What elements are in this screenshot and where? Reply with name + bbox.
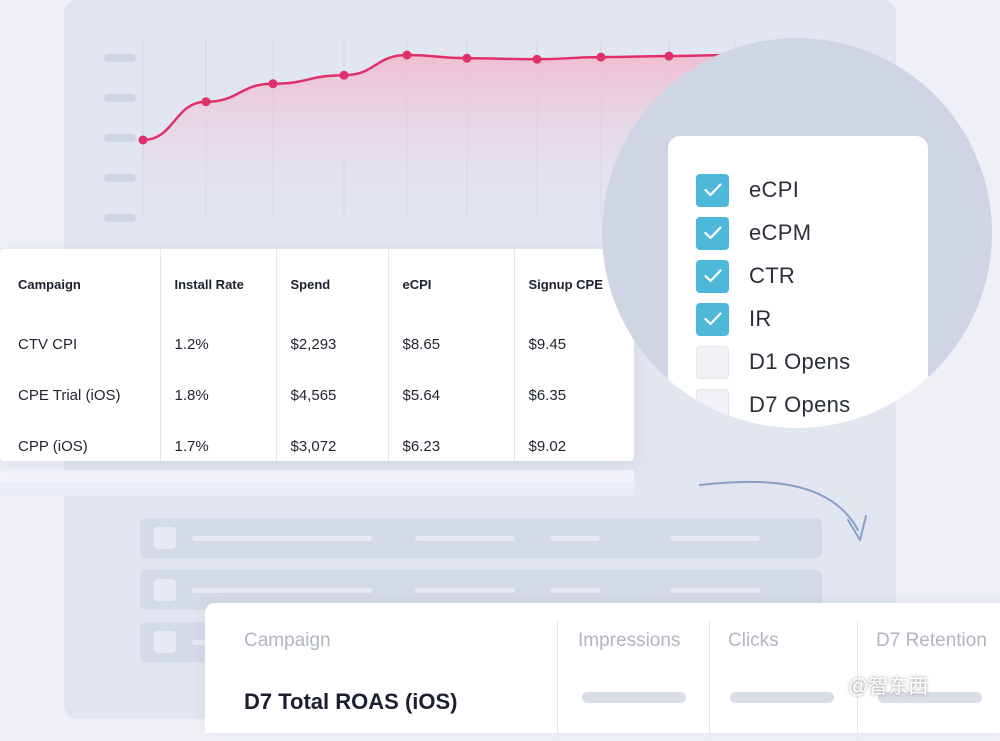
table-cell: CPP (iOS) [18,438,88,455]
chart-point[interactable] [138,135,148,145]
chart-series-line [142,53,736,142]
column-header[interactable]: Install Rate [159,249,276,319]
y-axis-tick-placeholder [104,54,136,62]
chart-point[interactable] [664,51,674,61]
chart-point[interactable] [462,53,472,63]
column-header[interactable]: Campaign [244,630,331,651]
chart-point[interactable] [532,54,542,64]
campaign-table: Campaign Install Rate Spend eCPI Signup … [0,249,634,461]
metric-option-ctr[interactable]: CTR [696,259,795,293]
metric-option-ecpm[interactable]: eCPM [696,216,811,250]
checkbox-checked-icon[interactable] [696,216,729,250]
table-cell: $8.65 [387,319,514,370]
column-header[interactable]: Impressions [578,630,681,651]
checkbox-checked-icon[interactable] [696,173,729,207]
card-stack-layer [0,470,634,484]
column-header[interactable]: Campaign [18,276,81,292]
table-cell: CTV CPI [18,336,78,353]
placeholder-value [582,692,686,703]
metric-option-label: CTR [749,263,796,288]
table-cell: $9.02 [513,421,634,461]
metric-option-label: IR [749,306,772,331]
chart-point[interactable] [268,79,278,89]
table-cell: 1.8% [159,370,276,421]
y-axis-tick-placeholder [104,94,136,102]
metric-option-ecpi[interactable]: eCPI [696,173,799,207]
metric-option-label: eCPM [749,220,812,245]
table-row[interactable]: CPP (iOS) 1.7% $3,072 $6.23 $9.02 [0,421,634,461]
y-axis-tick-placeholder [104,174,136,182]
metric-option-ir[interactable]: IR [696,302,772,336]
placeholder-value [878,692,982,703]
column-header[interactable]: eCPI [387,249,514,319]
table-cell: 1.7% [159,421,276,461]
placeholder-row [140,518,822,558]
table-cell: $6.23 [387,421,514,461]
checkbox-unchecked-icon[interactable] [696,388,729,422]
column-divider [857,621,858,741]
metric-option-label: D7 Opens [749,392,851,417]
checkbox-checked-icon[interactable] [696,259,729,293]
y-axis-tick-placeholder [104,134,136,142]
table-cell: $6.35 [513,370,634,421]
chart-point[interactable] [339,70,349,80]
column-divider [709,621,710,741]
curved-arrow-icon [699,480,867,541]
campaign-table-card: Campaign Install Rate Spend eCPI Signup … [0,249,634,461]
metric-option-label: D1 Opens [749,349,851,374]
chart-point[interactable] [402,50,412,60]
metric-option-d1-opens[interactable]: D1 Opens [696,345,850,379]
y-axis-tick-placeholder [104,214,136,222]
table-cell: 1.2% [159,319,276,370]
table-cell: $4,565 [275,370,388,421]
checkbox-unchecked-icon[interactable] [696,345,729,379]
table-cell: $5.64 [387,370,514,421]
column-header[interactable]: D7 Retention [876,630,987,651]
chart-y-labels [104,54,136,222]
metric-picker-magnifier: eCPI eCPM CTR IR D1 Opens D7 Opens [602,38,992,428]
table-cell: $3,072 [275,421,388,461]
table-row[interactable]: CTV CPI 1.2% $2,293 $8.65 $9.45 [0,319,634,370]
metric-picker: eCPI eCPM CTR IR D1 Opens D7 Opens [668,136,928,428]
chart-point[interactable] [201,97,211,107]
chart-point[interactable] [596,52,606,62]
column-header[interactable]: Clicks [728,630,779,651]
checkbox-checked-icon[interactable] [696,302,729,336]
metric-option-d7-opens[interactable]: D7 Opens [696,388,850,422]
card-stack-layer [0,482,634,496]
column-divider [557,621,558,741]
placeholder-value [730,692,834,703]
table-row[interactable]: CPE Trial (iOS) 1.8% $4,565 $5.64 $6.35 [0,370,634,421]
roas-table-card: Campaign Impressions Clicks D7 Retention… [205,603,1000,741]
chart-area [143,55,735,230]
watermark: @智东西 [848,676,929,698]
table-cell: $9.45 [513,319,634,370]
metric-option-label: eCPI [749,177,800,202]
table-cell: $2,293 [275,319,388,370]
table-cell: CPE Trial (iOS) [18,387,121,404]
column-header[interactable]: Spend [275,249,388,319]
table-row-label[interactable]: D7 Total ROAS (iOS) [244,689,458,714]
